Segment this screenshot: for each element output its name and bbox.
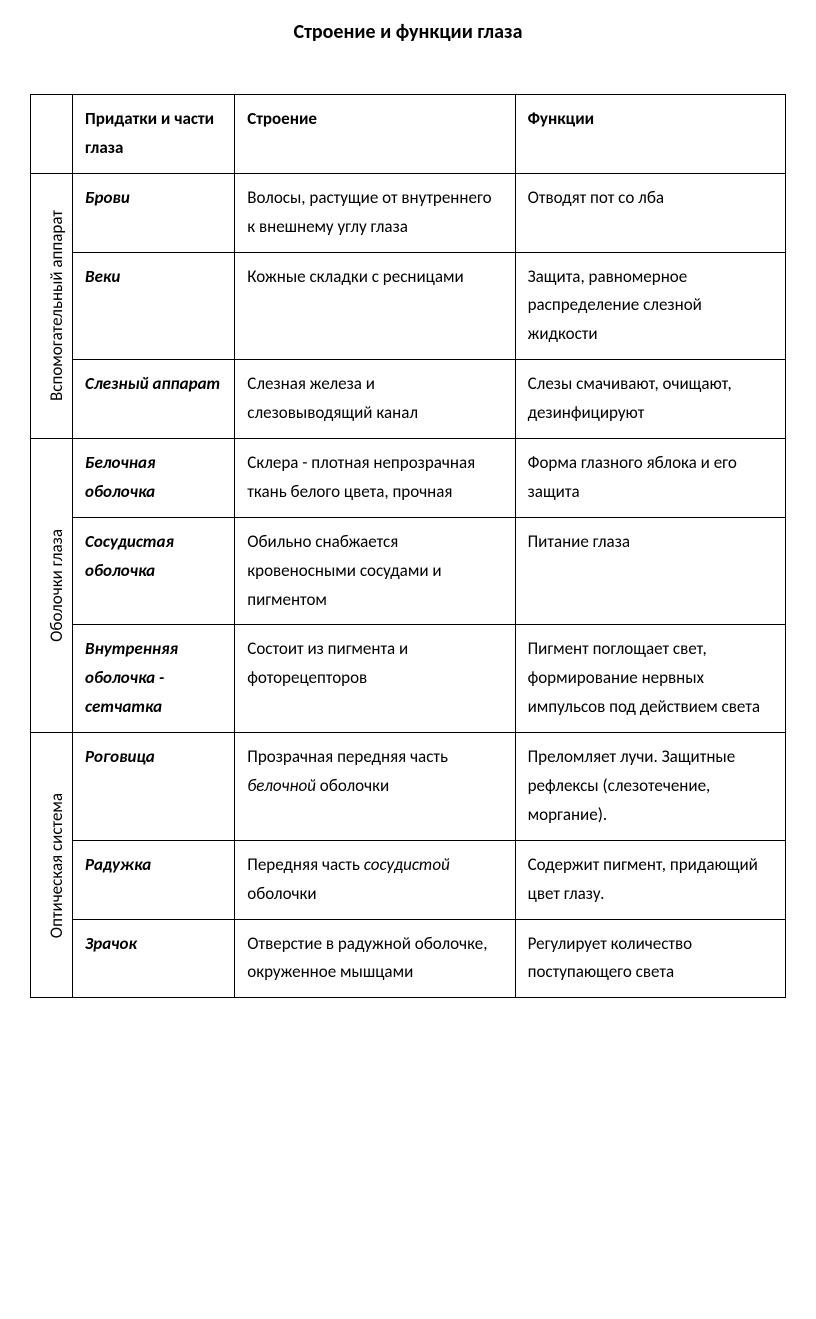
part-name-cell: Слезный аппарат bbox=[73, 360, 235, 439]
table-row: Вспомогательный аппаратБровиВолосы, раст… bbox=[31, 173, 786, 252]
function-cell: Пигмент поглощает свет, формирование нер… bbox=[515, 625, 785, 733]
structure-cell: Обильно снабжается кровеносными сосудами… bbox=[235, 517, 515, 625]
structure-cell: Слезная железа и слезовыводящий канал bbox=[235, 360, 515, 439]
part-name-cell: Брови bbox=[73, 173, 235, 252]
function-cell: Содержит пигмент, придающий цвет глазу. bbox=[515, 840, 785, 919]
function-cell: Слезы смачивают, очищают, дезинфицируют bbox=[515, 360, 785, 439]
part-name-cell: Веки bbox=[73, 252, 235, 360]
section-label: Оптическая система bbox=[43, 793, 72, 938]
function-cell: Защита, равномерное распределение слезно… bbox=[515, 252, 785, 360]
header-structure: Строение bbox=[235, 95, 515, 174]
function-cell: Питание глаза bbox=[515, 517, 785, 625]
table-row: Внутренняя оболочка - сетчаткаСостоит из… bbox=[31, 625, 786, 733]
function-cell: Отводят пот со лба bbox=[515, 173, 785, 252]
table-row: ЗрачокОтверстие в радужной оболочке, окр… bbox=[31, 919, 786, 998]
header-row: Придатки и части глаза Строение Функции bbox=[31, 95, 786, 174]
table-row: Слезный аппаратСлезная железа и слезовыв… bbox=[31, 360, 786, 439]
part-name-cell: Белочная оболочка bbox=[73, 439, 235, 518]
table-row: РадужкаПередняя часть сосудистой оболочк… bbox=[31, 840, 786, 919]
structure-cell: Склера - плотная непрозрачная ткань бело… bbox=[235, 439, 515, 518]
table-row: Сосудистая оболочкаОбильно снабжается кр… bbox=[31, 517, 786, 625]
header-blank bbox=[31, 95, 73, 174]
structure-cell: Прозрачная передняя часть белочной оболо… bbox=[235, 733, 515, 841]
structure-cell: Передняя часть сосудистой оболочки bbox=[235, 840, 515, 919]
section-label-cell: Оболочки глаза bbox=[31, 439, 73, 733]
part-name-cell: Внутренняя оболочка - сетчатка bbox=[73, 625, 235, 733]
table-body: Придатки и части глаза Строение Функции … bbox=[31, 95, 786, 998]
section-label-cell: Вспомогательный аппарат bbox=[31, 173, 73, 438]
table-row: ВекиКожные складки с ресницамиЗащита, ра… bbox=[31, 252, 786, 360]
function-cell: Форма глазного яблока и его защита bbox=[515, 439, 785, 518]
structure-cell: Волосы, растущие от внутреннего к внешне… bbox=[235, 173, 515, 252]
section-label: Оболочки глаза bbox=[43, 529, 72, 642]
structure-cell: Состоит из пигмента и фоторецепторов bbox=[235, 625, 515, 733]
section-label: Вспомогательный аппарат bbox=[43, 210, 72, 401]
structure-cell: Кожные складки с ресницами bbox=[235, 252, 515, 360]
eye-structure-table: Придатки и части глаза Строение Функции … bbox=[30, 94, 786, 998]
page-title: Строение и функции глаза bbox=[30, 20, 786, 44]
part-name-cell: Радужка bbox=[73, 840, 235, 919]
part-name-cell: Сосудистая оболочка bbox=[73, 517, 235, 625]
function-cell: Регулирует количество поступающего света bbox=[515, 919, 785, 998]
structure-cell: Отверстие в радужной оболочке, окруженно… bbox=[235, 919, 515, 998]
function-cell: Преломляет лучи. Защитные рефлексы (слез… bbox=[515, 733, 785, 841]
header-parts: Придатки и части глаза bbox=[73, 95, 235, 174]
part-name-cell: Зрачок bbox=[73, 919, 235, 998]
section-label-cell: Оптическая система bbox=[31, 733, 73, 998]
header-functions: Функции bbox=[515, 95, 785, 174]
table-row: Оболочки глазаБелочная оболочкаСклера - … bbox=[31, 439, 786, 518]
part-name-cell: Роговица bbox=[73, 733, 235, 841]
table-row: Оптическая системаРоговицаПрозрачная пер… bbox=[31, 733, 786, 841]
